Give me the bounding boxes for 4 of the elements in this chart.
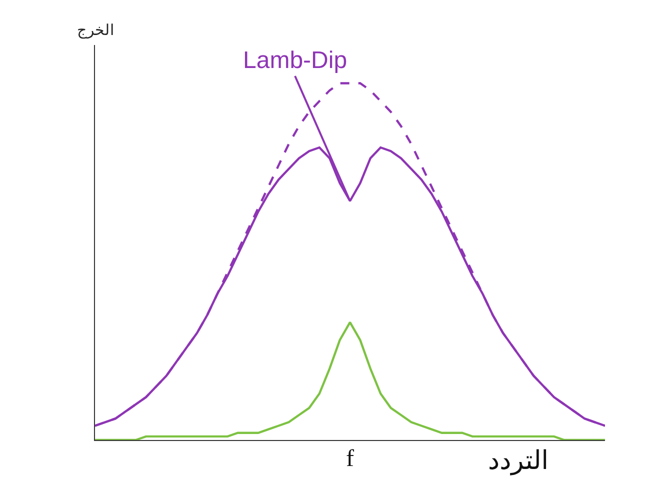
text: f [346,446,354,472]
y-axis-title: الخرج [77,23,114,39]
text: Lamb-Dip [243,47,348,74]
x-axis-title: التردد [488,446,548,476]
